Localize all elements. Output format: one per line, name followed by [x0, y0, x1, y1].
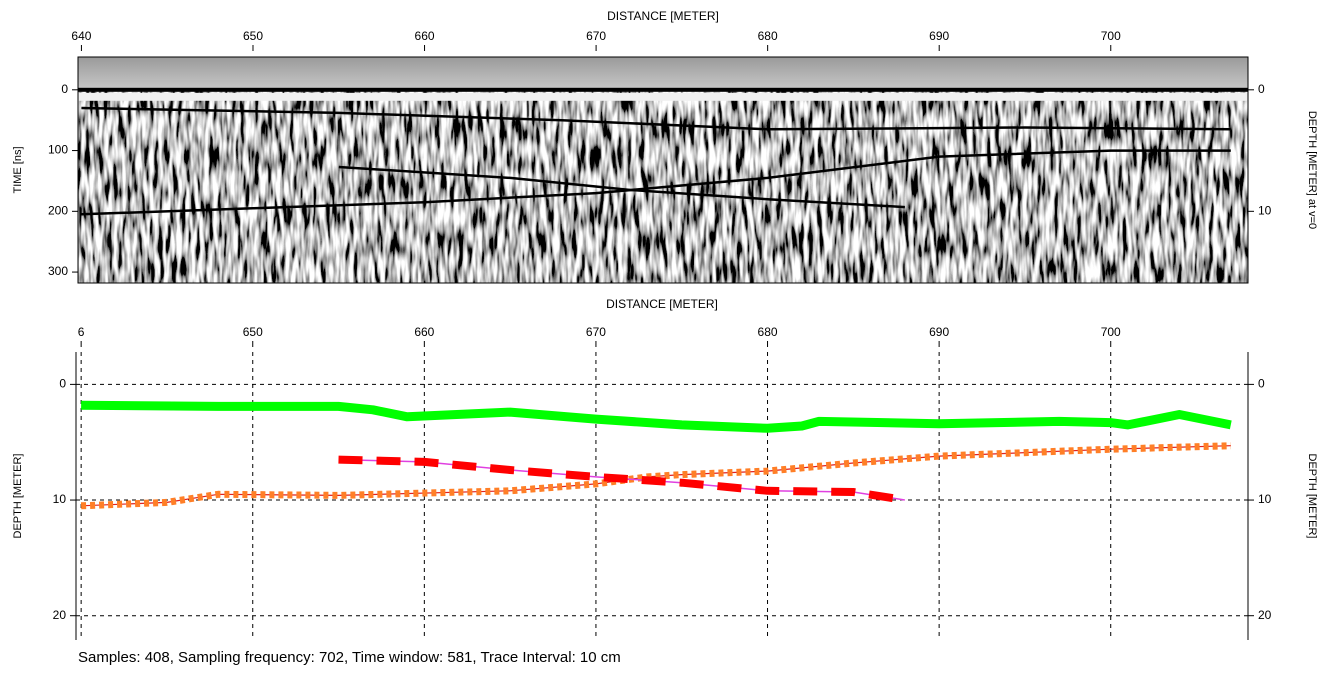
y2-tick-label: 10 — [1258, 203, 1272, 217]
x-tick-label: 670 — [586, 29, 606, 43]
y-axis-title: DEPTH [METER] — [12, 454, 24, 539]
x-tick-label: 690 — [929, 325, 949, 339]
surface-line — [78, 87, 1248, 92]
x-tick-label: 650 — [243, 29, 263, 43]
x-tick-label: 680 — [758, 29, 778, 43]
x-axis-title: DISTANCE [METER] — [607, 9, 719, 23]
x-tick-label: 6 — [78, 325, 85, 339]
y2-axis-title: DEPTH [METER] at v=0 — [1306, 111, 1318, 229]
horizon-line — [338, 165, 905, 209]
x-tick-label: 660 — [415, 29, 435, 43]
x-tick-label: 650 — [243, 325, 263, 339]
y-tick-label: 10 — [53, 492, 67, 506]
horizon-line — [81, 106, 1231, 131]
y-tick-label: 300 — [48, 264, 68, 278]
x-tick-label: 700 — [1101, 325, 1121, 339]
y-tick-label: 200 — [48, 203, 68, 217]
x-tick-label: 670 — [586, 325, 606, 339]
horizon-line — [81, 149, 1231, 216]
y2-tick-label: 10 — [1258, 492, 1272, 506]
y-axis-title: TIME [ns] — [12, 146, 24, 193]
y2-tick-label: 0 — [1258, 377, 1265, 391]
air-band — [78, 57, 1248, 90]
y2-tick-label: 20 — [1258, 608, 1272, 622]
footer: Samples: 408, Sampling frequency: 702, T… — [78, 649, 621, 666]
y2-tick-label: 0 — [1258, 82, 1265, 96]
surface-band — [78, 92, 1248, 101]
x-axis-title: DISTANCE [METER] — [606, 297, 718, 311]
frame — [77, 56, 1249, 284]
y-tick-label: 0 — [61, 82, 68, 96]
x-tick-label: 680 — [758, 325, 778, 339]
x-tick-label: 640 — [71, 29, 91, 43]
horizon-line — [338, 455, 906, 504]
horizon-line — [81, 400, 1232, 433]
y-tick-label: 0 — [59, 377, 66, 391]
x-tick-label: 690 — [929, 29, 949, 43]
y-tick-label: 100 — [48, 143, 68, 157]
x-tick-label: 700 — [1101, 29, 1121, 43]
y2-axis-title: DEPTH [METER] — [1306, 454, 1318, 539]
x-tick-label: 660 — [414, 325, 434, 339]
y-tick-label: 20 — [53, 608, 67, 622]
horizon-line — [80, 442, 1231, 510]
